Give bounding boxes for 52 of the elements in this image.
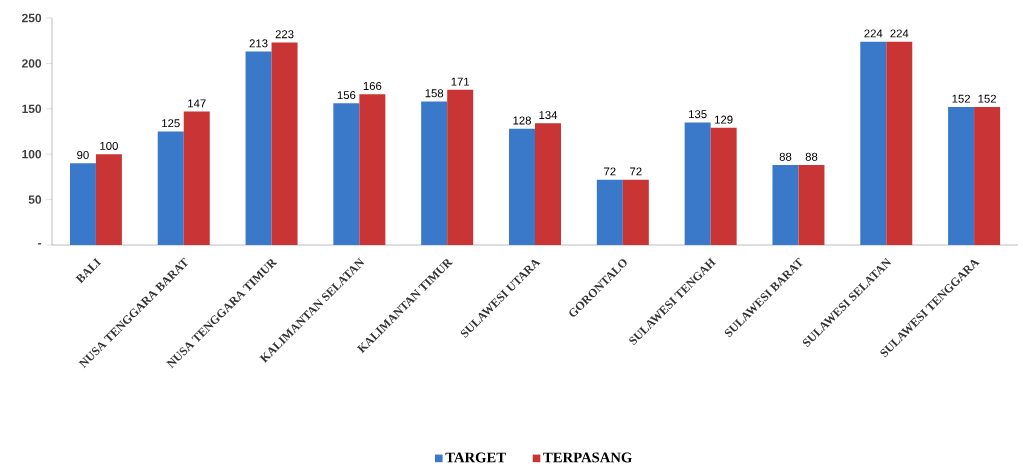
- bar: [948, 106, 975, 245]
- data-label: 72: [630, 167, 642, 176]
- bar: [245, 51, 272, 245]
- bar: [157, 131, 184, 245]
- bar: [69, 163, 96, 245]
- y-tick-label: 50: [28, 195, 42, 204]
- data-label: 128: [513, 116, 531, 125]
- bar: [622, 179, 649, 245]
- y-tick-label: -: [38, 243, 42, 245]
- data-label: 156: [337, 91, 356, 100]
- data-label: 125: [162, 119, 180, 128]
- data-label: 90: [77, 151, 89, 160]
- bar: [772, 165, 799, 245]
- bar: [421, 101, 448, 245]
- bar: [798, 165, 825, 245]
- data-label: 72: [604, 167, 616, 176]
- data-label: 213: [249, 39, 268, 48]
- y-tick-label: 250: [22, 13, 42, 23]
- data-label: 135: [689, 110, 707, 119]
- data-label: 134: [539, 111, 558, 120]
- y-tick-label: 200: [22, 59, 42, 68]
- bar: [596, 179, 623, 245]
- bar: [333, 103, 360, 245]
- bar: [974, 106, 1001, 245]
- bar: [95, 154, 122, 245]
- data-label: 88: [779, 152, 792, 161]
- data-label: 152: [978, 94, 996, 103]
- bar: [359, 94, 386, 245]
- data-label: 166: [363, 81, 382, 90]
- bar: [710, 127, 737, 245]
- data-label: 224: [890, 29, 909, 38]
- y-tick-label: 150: [22, 104, 42, 114]
- bar: [886, 41, 913, 245]
- legend-label: TARGET: [445, 452, 506, 463]
- bar: [860, 41, 887, 245]
- y-tick-label: 100: [22, 149, 42, 159]
- legend-label: TERPASANG: [543, 452, 632, 463]
- data-label: 129: [715, 115, 733, 124]
- data-label: 171: [451, 77, 470, 86]
- bar: [509, 128, 536, 245]
- data-label: 152: [952, 94, 970, 103]
- bar: [684, 122, 711, 245]
- data-label: 88: [805, 152, 818, 161]
- data-label: 224: [864, 29, 883, 38]
- bar: [447, 89, 474, 245]
- data-label: 147: [188, 99, 206, 108]
- data-label: 223: [275, 30, 294, 39]
- bar: [535, 123, 562, 245]
- bar: [271, 42, 298, 245]
- data-label: 100: [100, 141, 118, 150]
- bar: [183, 111, 210, 245]
- data-label: 158: [425, 89, 444, 98]
